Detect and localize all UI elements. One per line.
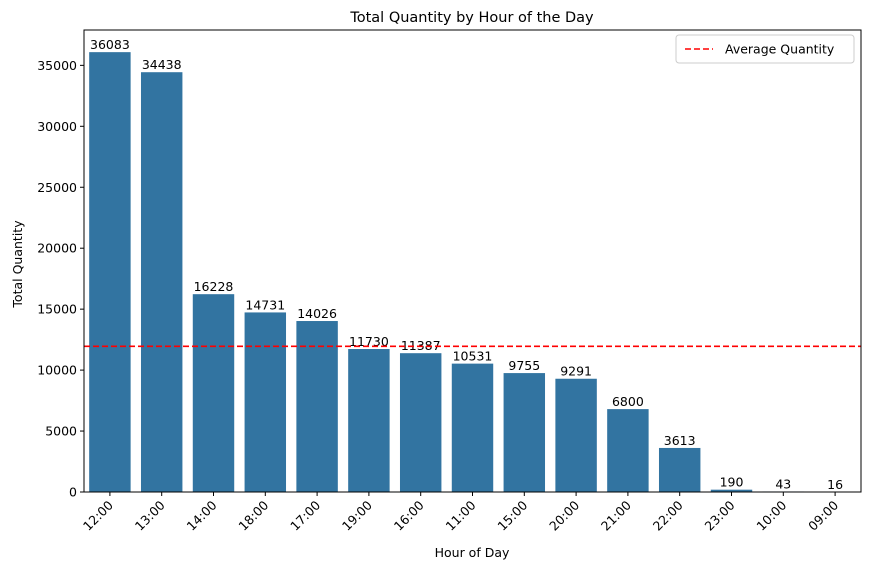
- y-tick-label: 0: [69, 485, 77, 500]
- x-tick-label: 17:00: [287, 497, 323, 533]
- bar-data-label: 43: [775, 476, 791, 491]
- legend-box: [675, 34, 855, 64]
- x-tick-label: 18:00: [235, 497, 271, 533]
- axes-frame: [83, 29, 862, 493]
- bar: [348, 349, 390, 492]
- bar-data-label: 190: [720, 475, 744, 490]
- y-tick-label: 25000: [37, 180, 77, 195]
- chart-title: Total Quantity by Hour of the Day: [349, 10, 594, 26]
- x-tick-label: 14:00: [184, 497, 220, 533]
- legend: Average Quantity: [675, 34, 855, 64]
- x-tick-label: 13:00: [132, 497, 168, 533]
- x-tick-label: 09:00: [805, 497, 841, 533]
- bar-data-label: 14731: [245, 297, 285, 312]
- bar: [192, 294, 235, 492]
- x-tick-label: 19:00: [339, 497, 375, 533]
- x-tick-label: 21:00: [598, 497, 634, 533]
- x-tick-label: 23:00: [702, 497, 738, 533]
- y-tick-label: 35000: [37, 58, 77, 73]
- bar: [555, 378, 597, 492]
- y-tick-label: 20000: [37, 241, 77, 256]
- bar-data-label: 36083: [90, 37, 130, 52]
- x-tick-label: 20:00: [546, 497, 582, 533]
- bar-data-label: 9755: [508, 358, 540, 373]
- bar: [451, 363, 494, 492]
- bar-data-label: 34438: [142, 57, 182, 72]
- bar: [710, 489, 753, 492]
- x-tick-label: 12:00: [80, 497, 116, 533]
- bar-data-label: 11730: [349, 334, 389, 349]
- x-tick-label: 10:00: [753, 497, 789, 533]
- bar: [399, 353, 442, 492]
- bar: [503, 373, 546, 492]
- bar: [658, 447, 701, 492]
- y-tick-label: 30000: [37, 119, 77, 134]
- bar: [89, 52, 131, 493]
- bar-data-label: 9291: [560, 364, 592, 379]
- bar-data-label: 3613: [664, 433, 696, 448]
- bar: [607, 409, 649, 492]
- x-tick-label: 16:00: [391, 497, 427, 533]
- plot-area: 36083 12:00 34438 13:00 16228 14:00 14731 18:00…: [37, 29, 862, 534]
- bar: [244, 312, 287, 492]
- y-tick-label: 15000: [37, 302, 77, 317]
- bar-data-label: 10531: [453, 349, 493, 364]
- x-axis-label: Hour of Day: [435, 545, 510, 560]
- bar-data-label: 6800: [612, 394, 644, 409]
- x-tick-label: 11:00: [443, 497, 479, 533]
- y-tick-label: 5000: [45, 424, 77, 439]
- bar: [140, 72, 183, 492]
- x-tick-label: 22:00: [650, 497, 686, 533]
- bar: [296, 321, 338, 492]
- bar-data-label: 14026: [297, 306, 337, 321]
- y-axis-label: Total Quantity: [10, 220, 25, 309]
- x-tick-label: 15:00: [494, 497, 530, 533]
- legend-entry-average-quantity: Average Quantity: [725, 42, 835, 57]
- bar-data-label: 16: [827, 477, 843, 492]
- y-tick-label: 10000: [37, 363, 77, 378]
- bar-data-label: 16228: [194, 279, 234, 294]
